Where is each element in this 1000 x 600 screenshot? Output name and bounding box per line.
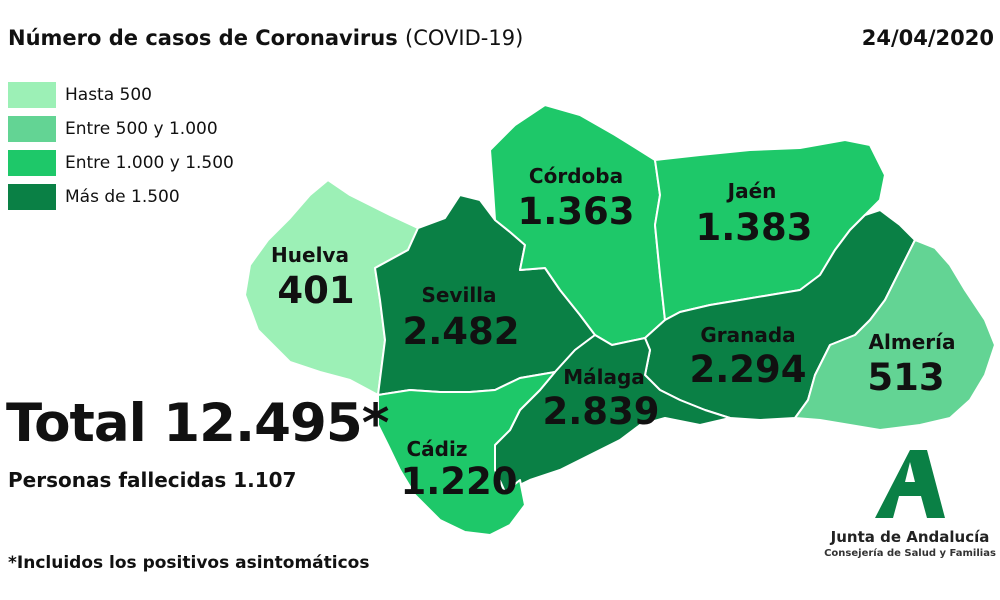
legend-swatch <box>8 82 56 108</box>
province-name-cordoba: Córdoba <box>529 164 623 188</box>
province-value-cordoba: 1.363 <box>517 190 634 233</box>
province-cadiz <box>377 371 556 536</box>
legend-swatch <box>8 150 56 176</box>
province-almeria <box>794 239 996 431</box>
province-value-cadiz: 1.220 <box>400 460 517 503</box>
province-name-huelva: Huelva <box>271 243 349 267</box>
province-value-malaga: 2.839 <box>542 390 659 433</box>
legend-label: Más de 1.500 <box>65 187 180 207</box>
province-value-jaen: 1.383 <box>695 206 812 249</box>
legend-swatch <box>8 184 56 210</box>
title-sub: (COVID-19) <box>405 26 524 50</box>
title-main: Número de casos de Coronavirus <box>8 26 398 50</box>
legend-label: Entre 1.000 y 1.500 <box>65 153 234 173</box>
legend-item-mas-1500: Más de 1.500 <box>8 180 234 214</box>
logo-subtitle: Consejería de Salud y Familias <box>824 548 996 559</box>
province-name-sevilla: Sevilla <box>421 283 496 307</box>
province-value-huelva: 401 <box>277 269 354 312</box>
legend-label: Hasta 500 <box>65 85 152 105</box>
page-title: Número de casos de Coronavirus (COVID-19… <box>8 26 523 50</box>
legend-swatch <box>8 116 56 142</box>
province-name-granada: Granada <box>700 323 795 347</box>
province-value-granada: 2.294 <box>689 348 806 391</box>
legend: Hasta 500 Entre 500 y 1.000 Entre 1.000 … <box>8 78 234 214</box>
province-name-cadiz: Cádiz <box>407 437 468 461</box>
province-name-almeria: Almería <box>869 330 956 354</box>
report-date: 24/04/2020 <box>861 26 994 50</box>
legend-item-500-1000: Entre 500 y 1.000 <box>8 112 234 146</box>
legend-item-hasta-500: Hasta 500 <box>8 78 234 112</box>
deaths-count: Personas fallecidas 1.107 <box>8 468 297 492</box>
junta-andalucia-logo: Junta de Andalucía Consejería de Salud y… <box>820 448 1000 559</box>
legend-label: Entre 500 y 1.000 <box>65 119 218 139</box>
legend-item-1000-1500: Entre 1.000 y 1.500 <box>8 146 234 180</box>
footnote: *Incluidos los positivos asintomáticos <box>8 553 370 573</box>
province-value-sevilla: 2.482 <box>402 310 519 353</box>
junta-emblem-icon <box>875 450 945 518</box>
province-name-jaen: Jaén <box>726 179 777 203</box>
province-value-almeria: 513 <box>867 356 944 399</box>
total-cases: Total 12.495* <box>6 393 389 454</box>
logo-name: Junta de Andalucía <box>830 528 990 546</box>
province-name-malaga: Málaga <box>563 365 645 389</box>
